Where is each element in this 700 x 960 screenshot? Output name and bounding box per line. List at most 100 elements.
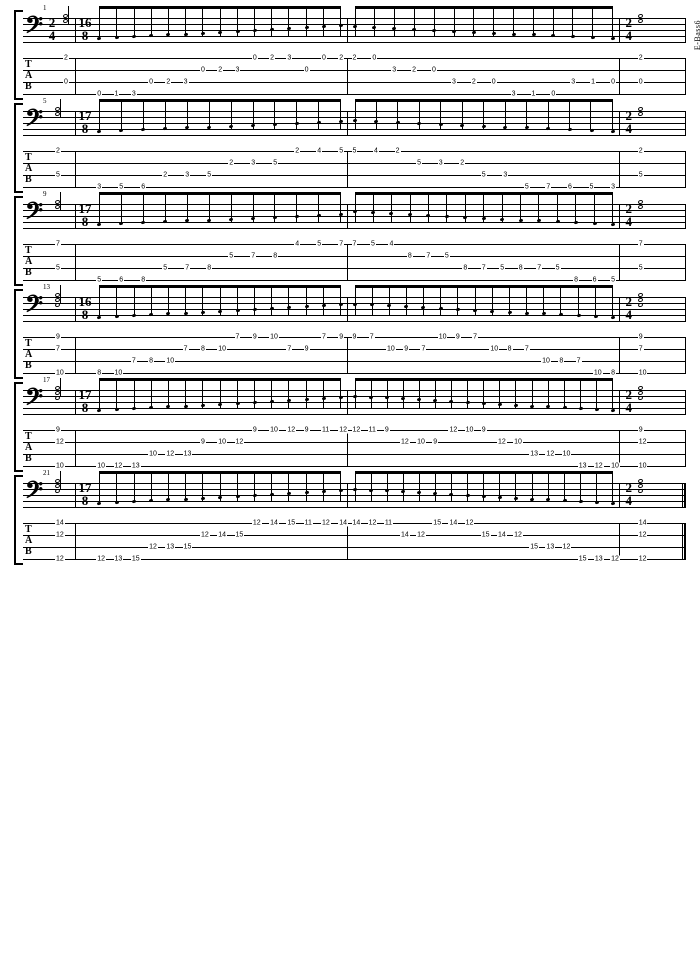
time-signature: 24 [622, 388, 636, 414]
barline [685, 58, 686, 94]
tab-staff: TAB7556857857845775487587587586575 [23, 240, 686, 284]
tab-fret: 5 [481, 172, 487, 179]
tab-fret: 0 [321, 55, 327, 62]
tab-fret: 9 [252, 427, 258, 434]
tab-fret: 9 [338, 334, 344, 341]
barline [75, 58, 76, 94]
tab-fret: 6 [140, 184, 146, 191]
tab-fret: 9 [304, 427, 310, 434]
barline [619, 151, 620, 187]
tab-fret: 12 [55, 532, 65, 539]
tab-fret: 12 [55, 439, 65, 446]
time-signature: 178 [78, 388, 92, 414]
tab-fret: 10 [217, 346, 227, 353]
barline [685, 430, 686, 466]
tab-fret: 13 [183, 451, 193, 458]
tab-fret: 10 [489, 346, 499, 353]
barline [75, 483, 76, 507]
barline [75, 111, 76, 135]
tab-fret: 10 [416, 439, 426, 446]
barline [347, 111, 348, 135]
tab-fret: 7 [481, 265, 487, 272]
tab-fret: 10 [513, 439, 523, 446]
barline [347, 523, 348, 559]
tab-fret: 12 [638, 532, 648, 539]
system: 𝄢2117824TAB14121212131512131512141512141… [14, 477, 686, 563]
tab-fret: 7 [638, 346, 644, 353]
tab-fret: 6 [592, 277, 598, 284]
tab-fret: 10 [593, 370, 603, 377]
beam-group-descending [355, 99, 614, 137]
tab-fret: 2 [638, 148, 644, 155]
barline [685, 204, 686, 228]
tab-fret: 3 [391, 67, 397, 74]
beam-group-descending [355, 378, 614, 416]
tab-fret: 0 [148, 79, 154, 86]
barline [619, 297, 620, 321]
barline [347, 483, 348, 507]
tab-fret: 11 [368, 427, 377, 434]
chord-notes [638, 479, 644, 494]
tab-fret: 2 [338, 55, 344, 62]
tab-fret: 1 [114, 91, 120, 98]
notation-staff: 𝄢2117824 [23, 477, 686, 513]
beam-group-descending [355, 285, 614, 323]
tab-fret: 2 [638, 55, 644, 62]
tab-fret: 0 [431, 67, 437, 74]
tab-fret: 12 [165, 451, 175, 458]
tab-fret: 12 [235, 439, 245, 446]
tab-fret: 3 [183, 79, 189, 86]
tab-fret: 6 [567, 184, 573, 191]
tab-fret: 8 [206, 265, 212, 272]
tab-fret: 12 [513, 532, 523, 539]
tab-fret: 12 [96, 556, 106, 563]
tab-fret: 3 [286, 55, 292, 62]
barline [347, 58, 348, 94]
tab-fret: 5 [370, 241, 376, 248]
tab-fret: 2 [411, 67, 417, 74]
tab-fret: 14 [352, 520, 362, 527]
tab-fret: 9 [252, 334, 258, 341]
tab-fret: 12 [638, 439, 648, 446]
tab-fret: 10 [638, 463, 648, 470]
system-bracket [14, 477, 20, 563]
tab-staff: TAB9121010121310121391012910129111212119… [23, 426, 686, 470]
tab-fret: 12 [448, 427, 458, 434]
barline [75, 151, 76, 187]
tab-fret: 9 [432, 439, 438, 446]
tab-fret: 9 [638, 427, 644, 434]
tab-fret: 12 [55, 556, 65, 563]
tab-fret: 0 [371, 55, 377, 62]
instrument-label: E-Bass6 [693, 20, 700, 50]
barline [619, 204, 620, 228]
tab-fret: 12 [114, 463, 124, 470]
tab-fret: 12 [352, 427, 362, 434]
tab-fret: 12 [545, 451, 555, 458]
tab-fret: 15 [286, 520, 296, 527]
barline [347, 337, 348, 373]
tab-fret: 15 [578, 556, 588, 563]
time-signature: 24 [622, 481, 636, 507]
system-bracket [14, 291, 20, 377]
chord-notes [638, 14, 644, 24]
barline [347, 204, 348, 228]
tab-fret: 5 [55, 172, 61, 179]
notation-staff: 𝄢917824 [23, 198, 686, 234]
tab-fret: 5 [55, 265, 61, 272]
time-signature: 178 [78, 109, 92, 135]
tab-fret: 5 [272, 160, 278, 167]
tab-fret: 8 [573, 277, 579, 284]
tab-fret: 2 [63, 55, 69, 62]
tab-fret: 14 [55, 520, 65, 527]
barline [75, 204, 76, 228]
tab-fret: 3 [438, 160, 444, 167]
tab-staff: TAB200130230230230022032032031031020 [23, 54, 686, 98]
tab-fret: 10 [269, 334, 279, 341]
tab-fret: 7 [235, 334, 241, 341]
measure-number: 5 [43, 97, 47, 105]
time-signature: 24 [622, 295, 636, 321]
time-signature: 24 [622, 202, 636, 228]
tab-fret: 8 [407, 253, 413, 260]
tab-fret: 14 [448, 520, 458, 527]
tab-fret: 10 [114, 370, 124, 377]
